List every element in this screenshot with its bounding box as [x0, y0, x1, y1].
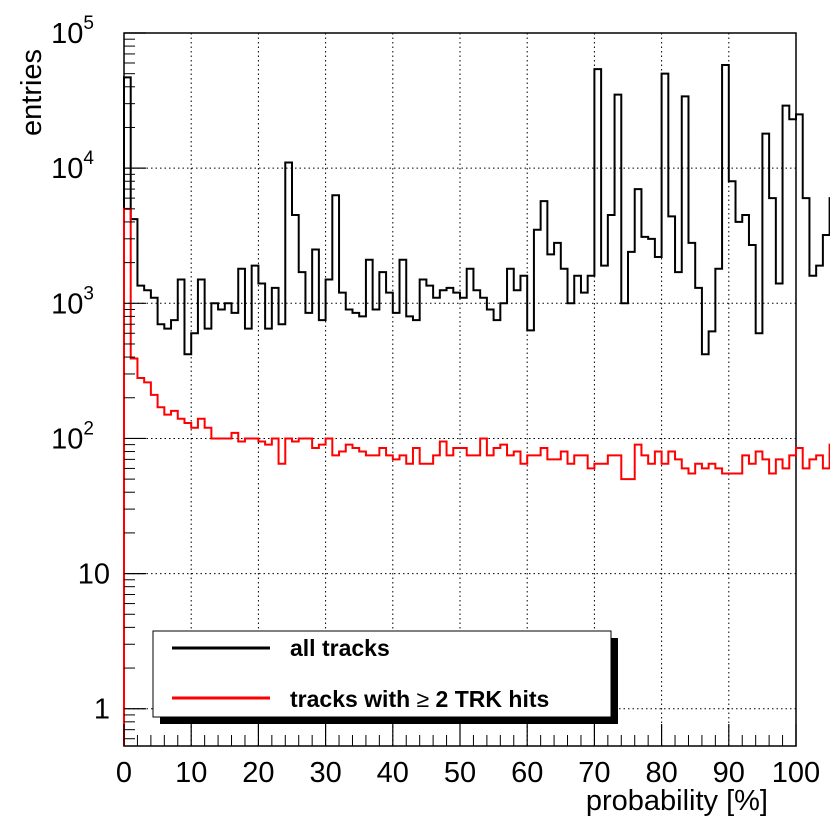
legend: all tracks tracks with ≥ 2 TRK hits	[152, 630, 618, 724]
legend-label-trk-part1: tracks with	[290, 686, 417, 712]
x-axis-title: probability [%]	[586, 785, 768, 817]
x-tick-label: 100	[772, 757, 820, 789]
x-tick-label: 70	[578, 757, 610, 789]
legend-label-all-tracks: all tracks	[290, 635, 390, 661]
x-tick-label: 0	[116, 757, 132, 789]
legend-box	[152, 630, 612, 718]
grid	[124, 33, 796, 746]
y-tick-label: 10	[78, 559, 110, 591]
x-tick-label: 30	[309, 757, 341, 789]
legend-label-trk-part2: 2 TRK hits	[429, 686, 549, 712]
series-1-histogram	[123, 207, 830, 746]
x-tick-label: 20	[242, 757, 274, 789]
x-tick-label: 80	[645, 757, 677, 789]
series-0-histogram	[123, 63, 830, 746]
y-tick-label: 103	[51, 283, 94, 320]
y-tick-label: 105	[51, 13, 94, 50]
x-tick-label: 90	[713, 757, 745, 789]
y-tick-label: 1	[94, 694, 110, 726]
legend-label-trk-symbol: ≥	[417, 686, 430, 712]
x-tick-labels: 0 10 20 30 40 50 60 70 80 90 100	[116, 757, 820, 789]
x-tick-label: 40	[377, 757, 409, 789]
x-tick-label: 60	[511, 757, 543, 789]
y-tick-labels: 1 10 102 103 104 105	[51, 13, 110, 726]
series-layer	[123, 63, 830, 746]
axis-ticks	[123, 32, 797, 746]
y-axis-title: entries	[16, 49, 48, 136]
y-tick-label: 104	[51, 148, 94, 185]
x-tick-label: 10	[175, 757, 207, 789]
legend-label-trk-tracks: tracks with ≥ 2 TRK hits	[290, 686, 549, 712]
x-tick-label: 50	[444, 757, 476, 789]
y-tick-label: 102	[51, 418, 94, 455]
